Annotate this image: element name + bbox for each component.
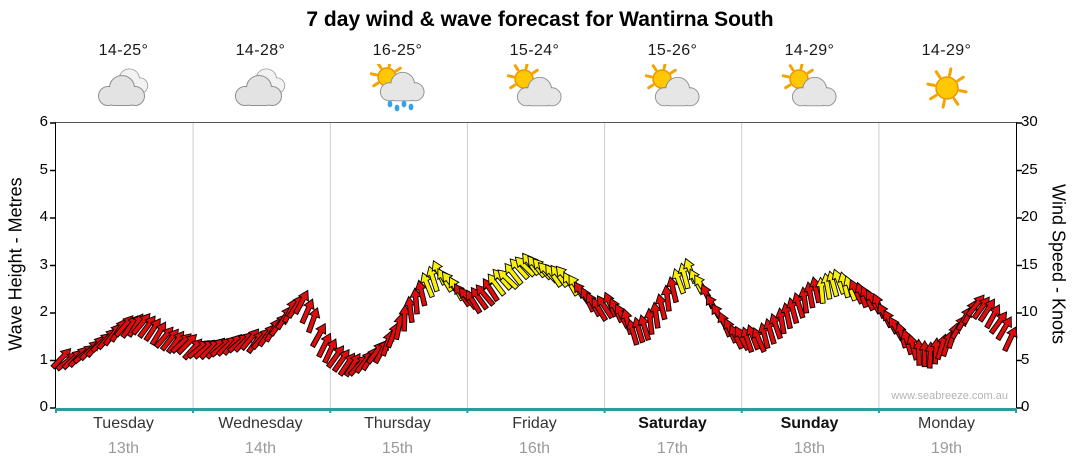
x-label-friday: Friday 16th xyxy=(466,415,603,458)
x-label-wednesday: Wednesday 14th xyxy=(192,415,329,458)
wind-arrow xyxy=(309,322,327,349)
x-label-saturday: Saturday 17th xyxy=(604,415,741,458)
temperature-range: 15-26° xyxy=(647,42,698,59)
chart-plot-area: www.seabreeze.com.au xyxy=(50,122,1022,413)
temperature-range: 16-25° xyxy=(372,42,423,59)
day-forecast-tuesday: 14-25° xyxy=(55,42,192,116)
partly-cloudy-icon xyxy=(604,61,741,116)
wave-height-tick-label: 1 xyxy=(39,351,48,368)
wave-height-tick-label: 6 xyxy=(39,113,48,130)
wind-arrow-chart xyxy=(50,122,1022,413)
wind-speed-tick-label: 20 xyxy=(1021,208,1038,225)
sunny-icon xyxy=(878,64,1015,116)
day-name: Saturday xyxy=(638,415,707,432)
wind-arrow xyxy=(299,298,315,325)
wind-speed-tick-label: 0 xyxy=(1021,398,1030,415)
wind-arrow xyxy=(305,306,321,334)
temperature-range: 14-25° xyxy=(98,42,149,59)
temperature-range: 14-28° xyxy=(235,42,286,59)
wind-speed-tick-label: 10 xyxy=(1021,303,1038,320)
day-forecast-wednesday: 14-28° xyxy=(192,42,329,116)
temperature-range: 14-29° xyxy=(784,42,835,59)
wave-height-tick-label: 4 xyxy=(39,208,48,225)
wave-height-tick-label: 0 xyxy=(39,398,48,415)
day-forecast-monday: 14-29° xyxy=(878,42,1015,116)
day-forecast-thursday: 16-25° xyxy=(329,42,466,116)
day-name: Thursday xyxy=(364,415,431,432)
temperature-range: 15-24° xyxy=(509,42,560,59)
x-label-sunday: Sunday 18th xyxy=(741,415,878,458)
temperature-range: 14-29° xyxy=(921,42,972,59)
wind-speed-tick-label: 15 xyxy=(1021,256,1038,273)
partly-cloudy-icon xyxy=(466,61,603,116)
day-date: 19th xyxy=(930,440,963,457)
sun-shower-icon xyxy=(329,59,466,116)
day-forecast-friday: 15-24° xyxy=(466,42,603,116)
x-label-thursday: Thursday 15th xyxy=(329,415,466,458)
wind-speed-tick-label: 25 xyxy=(1021,161,1038,178)
day-date: 16th xyxy=(518,440,551,457)
day-name: Sunday xyxy=(780,415,839,432)
day-forecast-saturday: 15-26° xyxy=(604,42,741,116)
page-title: 7 day wind & wave forecast for Wantirna … xyxy=(306,8,774,31)
wind-arrow xyxy=(995,316,1012,342)
wind-speed-tick-label: 5 xyxy=(1021,351,1030,368)
cloudy-icon xyxy=(55,64,192,116)
wind-arrow xyxy=(414,279,428,307)
wind-arrow xyxy=(292,289,309,316)
cloudy-icon xyxy=(192,64,329,116)
wave-height-tick-label: 2 xyxy=(39,303,48,320)
day-date: 18th xyxy=(793,440,826,457)
day-date: 17th xyxy=(656,440,689,457)
wind-speed-tick-label: 30 xyxy=(1021,113,1038,130)
day-forecast-sunday: 14-29° xyxy=(741,42,878,116)
wind-arrow xyxy=(1002,326,1018,353)
day-date: 14th xyxy=(244,440,277,457)
wind-arrow xyxy=(475,284,496,307)
day-date: 13th xyxy=(107,440,140,457)
day-date: 15th xyxy=(381,440,414,457)
wave-height-tick-label: 5 xyxy=(39,161,48,178)
day-name: Wednesday xyxy=(218,415,303,432)
partly-cloudy-icon xyxy=(741,61,878,116)
x-label-tuesday: Tuesday 13th xyxy=(55,415,192,458)
day-name: Friday xyxy=(512,415,557,432)
day-name: Monday xyxy=(918,415,975,432)
wind-arrow xyxy=(666,276,679,304)
x-label-monday: Monday 19th xyxy=(878,415,1015,458)
wind-arrow xyxy=(894,321,909,349)
wave-height-tick-label: 3 xyxy=(39,256,48,273)
watermark: www.seabreeze.com.au xyxy=(891,390,1008,402)
day-name: Tuesday xyxy=(93,415,154,432)
